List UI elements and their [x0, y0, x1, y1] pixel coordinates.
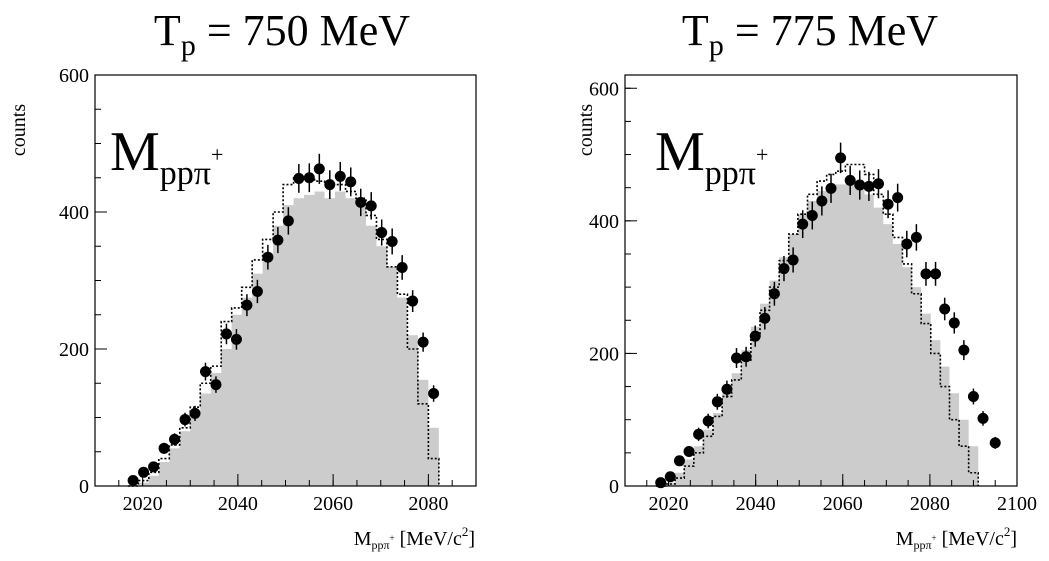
- x-tick-label: 2040: [736, 493, 776, 515]
- data-point: [313, 163, 325, 175]
- data-point: [355, 196, 367, 208]
- data-point: [731, 352, 743, 364]
- data-point: [872, 178, 884, 190]
- data-point: [835, 152, 847, 164]
- data-point: [816, 195, 828, 207]
- simulation-dotted-histogram: [655, 163, 980, 487]
- data-point: [282, 215, 294, 227]
- data-point: [711, 396, 723, 408]
- data-point: [901, 238, 913, 250]
- mass-label: Mppπ+: [110, 121, 223, 192]
- data-point: [210, 379, 222, 391]
- data-point: [989, 437, 1001, 449]
- data-point: [293, 172, 305, 184]
- data-point: [230, 333, 242, 345]
- y-axis-label: counts: [8, 104, 30, 156]
- data-point: [920, 268, 932, 280]
- x-tick-label: 2020: [123, 493, 163, 515]
- data-point: [251, 285, 263, 297]
- data-point: [428, 388, 440, 400]
- x-tick-label: 2080: [408, 493, 448, 515]
- data-point: [148, 461, 160, 473]
- y-tick-label: 600: [59, 65, 89, 87]
- data-point: [220, 328, 232, 340]
- data-point: [892, 192, 904, 204]
- data-point: [702, 415, 714, 427]
- data-point: [303, 172, 315, 184]
- data-point: [939, 303, 951, 315]
- x-tick-label: 2080: [910, 493, 950, 515]
- y-tick-label: 0: [609, 476, 619, 498]
- x-tick-label: 2040: [218, 493, 258, 515]
- mass-label: Mppπ+: [655, 121, 768, 192]
- data-point: [158, 442, 170, 454]
- x-tick-label: 2100: [997, 493, 1037, 515]
- data-point: [334, 170, 346, 182]
- y-tick-label: 0: [79, 476, 89, 498]
- data-point: [324, 179, 336, 191]
- y-tick-label: 600: [589, 78, 619, 100]
- data-point: [749, 330, 761, 342]
- data-point: [759, 312, 771, 324]
- data-point: [958, 344, 970, 356]
- data-point: [806, 210, 818, 222]
- data-point: [844, 174, 856, 186]
- data-point: [169, 433, 181, 445]
- data-point: [138, 466, 150, 478]
- data-point: [179, 414, 191, 426]
- y-tick-label: 400: [59, 202, 89, 224]
- data-point: [930, 268, 942, 280]
- data-point: [673, 455, 685, 467]
- plot-775-mev: Tp = 775 MeV 0 200 400 600 2020 2040 2060 2080 21…: [575, 6, 1037, 552]
- data-point: [396, 261, 408, 273]
- data-point: [655, 477, 667, 489]
- data-point: [863, 180, 875, 192]
- data-point: [376, 227, 388, 239]
- data-point: [948, 317, 960, 329]
- y-tick-label: 200: [59, 339, 89, 361]
- data-point: [693, 428, 705, 440]
- y-tick-label: 400: [589, 211, 619, 233]
- data-point: [386, 235, 398, 247]
- data-point: [407, 295, 419, 307]
- plot-title: Tp = 775 MeV: [682, 6, 938, 62]
- data-point: [825, 182, 837, 194]
- data-point: [664, 471, 676, 483]
- data-point: [189, 407, 201, 419]
- data-point: [967, 391, 979, 403]
- y-axis-label: counts: [575, 104, 597, 156]
- x-tick-label: 2060: [313, 493, 353, 515]
- data-point: [910, 231, 922, 243]
- data-point: [417, 336, 429, 348]
- x-axis-label: Mppπ+ [MeV/c2]: [354, 524, 475, 552]
- data-point: [778, 263, 790, 275]
- data-point: [768, 288, 780, 300]
- data-point: [272, 234, 284, 246]
- data-point: [797, 218, 809, 230]
- x-tick-label: 2060: [823, 493, 863, 515]
- data-point: [262, 251, 274, 263]
- plot-750-mev: Tp = 750 MeV 0 200 400 600 2020 2040 2060 2080 Mp…: [8, 6, 477, 552]
- simulation-filled-histogram: [127, 191, 439, 486]
- simulation-dotted-histogram: [127, 176, 440, 487]
- x-tick-label: 2020: [649, 493, 689, 515]
- y-tick-label: 200: [589, 343, 619, 365]
- plot-title: Tp = 750 MeV: [154, 6, 410, 62]
- data-point: [740, 351, 752, 363]
- x-axis-label: Mppπ+ [MeV/c2]: [896, 524, 1017, 552]
- data-point: [199, 366, 211, 378]
- data-point: [787, 254, 799, 266]
- data-point: [683, 446, 695, 458]
- data-point: [977, 412, 989, 424]
- data-point: [127, 475, 139, 487]
- data-point: [345, 176, 357, 188]
- data-point: [241, 299, 253, 311]
- simulation-filled-histogram: [655, 184, 979, 486]
- data-point: [854, 179, 866, 191]
- data-point: [721, 383, 733, 395]
- data-point: [882, 198, 894, 210]
- data-point: [365, 200, 377, 212]
